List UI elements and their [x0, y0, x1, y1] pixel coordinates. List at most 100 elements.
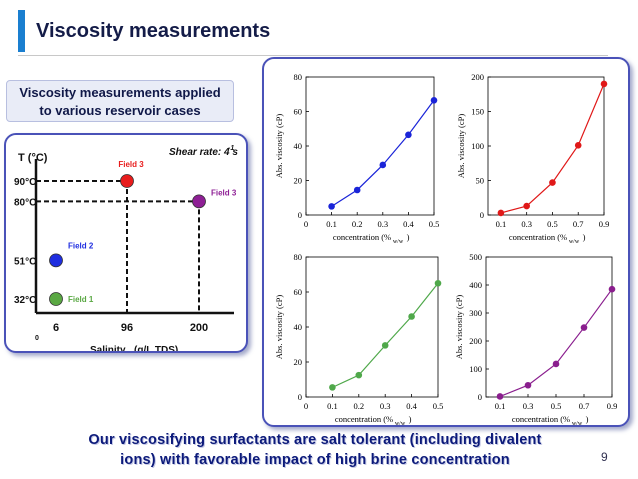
- y-tick-label: 200: [471, 72, 484, 82]
- field-marker: [49, 253, 63, 268]
- x-tick-label: 0.3: [521, 219, 532, 229]
- banner-line-1: Our viscosifying surfactants are salt to…: [88, 432, 542, 448]
- y-tick-label: 60: [294, 287, 303, 297]
- y-tick-label: 20: [294, 357, 303, 367]
- data-point: [379, 161, 387, 169]
- x-tick-label: 6: [53, 322, 59, 334]
- x-axis-label: concentration (%: [509, 232, 567, 242]
- x-tick-label: 0.3: [377, 219, 388, 229]
- x-tick-label: 0.9: [599, 219, 610, 229]
- field-marker: [120, 174, 134, 188]
- data-point: [430, 96, 438, 104]
- plot-frame: [305, 256, 439, 398]
- x-tick-label: 0.1: [496, 219, 507, 229]
- x-tick-label: 0: [304, 401, 308, 411]
- x-tick-label: 0.9: [607, 401, 618, 411]
- y-axis-label: T (°C): [18, 152, 48, 164]
- data-point: [552, 360, 560, 368]
- x-tick-label: 0.1: [495, 401, 506, 411]
- conclusion-banner: Our viscosifying surfactants are salt to…: [26, 430, 604, 470]
- y-tick-label: 20: [294, 176, 303, 186]
- x-axis-label-close: ): [583, 232, 586, 242]
- x-tick-label: 0.3: [523, 401, 534, 411]
- origin-label: 0: [35, 335, 39, 342]
- banner-line-2: ions) with favorable impact of high brin…: [120, 452, 510, 468]
- y-tick-label: 40: [294, 322, 303, 332]
- plot-frame: [305, 76, 435, 216]
- x-axis-label-close: ): [586, 414, 589, 424]
- y-tick-label: 0: [478, 392, 482, 402]
- x-axis-label-close: ): [407, 232, 410, 242]
- field-label: Field 2: [68, 241, 94, 250]
- x-axis-label: Salinity: [90, 345, 126, 351]
- slide-title: Viscosity measurements: [36, 20, 271, 42]
- field-conditions-diagram: T (°C) Shear rate: 4 s-1 0 Salinity (g/L TDS…: [14, 145, 238, 356]
- shear-rate-label: Shear rate: 4 s: [169, 147, 238, 158]
- field-marker: [49, 292, 63, 306]
- data-point: [355, 371, 363, 379]
- y-tick-label: 0: [298, 392, 302, 402]
- x-tick-label: 0.2: [352, 219, 363, 229]
- callout-box: Viscosity measurements applied to variou…: [6, 80, 234, 122]
- x-tick-label: 0.4: [406, 401, 417, 411]
- title-accent-bar: [18, 10, 25, 52]
- x-axis-label: concentration (%: [333, 232, 391, 242]
- plot-frame: [485, 256, 613, 398]
- callout-line-2: to various reservoir cases: [39, 103, 201, 118]
- y-tick-label: 50: [476, 176, 485, 186]
- y-tick-label: 400: [469, 280, 482, 290]
- data-point: [381, 342, 389, 349]
- data-point: [434, 279, 442, 287]
- y-tick-label: 80: [294, 72, 303, 82]
- data-point: [574, 142, 582, 149]
- x-axis-label-subscript: w/w: [572, 421, 583, 425]
- y-tick-label: 0: [298, 210, 302, 220]
- y-tick-label: 150: [471, 107, 484, 117]
- data-point: [408, 313, 415, 320]
- data-point: [600, 80, 608, 88]
- field-label: Field 3: [211, 188, 237, 197]
- x-axis-label-subscript: w/w: [395, 421, 406, 425]
- viscosity-chart-1: 0 0.1 0.2 0.3 0.4 0.5 0 20 40 60 80 concentration (…: [274, 72, 439, 245]
- x-tick-label: 0: [304, 219, 308, 229]
- shear-rate-exponent: -1: [228, 145, 234, 152]
- x-tick-label: 0.3: [380, 401, 391, 411]
- data-point: [524, 381, 532, 389]
- x-tick-label: 0.7: [573, 219, 584, 229]
- data-point: [328, 203, 335, 210]
- title-divider: [18, 55, 608, 56]
- x-axis-label-close: ): [409, 414, 412, 424]
- data-point: [353, 186, 361, 194]
- data-point: [580, 324, 588, 331]
- data-point: [405, 131, 412, 139]
- y-tick-label: 90°C: [14, 177, 36, 188]
- y-tick-label: 0: [480, 210, 484, 220]
- x-tick-label: 0.2: [353, 401, 364, 411]
- y-axis-label: Abs. viscosity (cP): [274, 114, 284, 179]
- x-tick-label: 0.5: [547, 219, 558, 229]
- x-tick-label: 0.5: [433, 401, 444, 411]
- field-label: Field 3: [118, 160, 144, 169]
- viscosity-chart-4: 0.1 0.3 0.5 0.7 0.9 0 100 200 300 400 500 concentra…: [454, 252, 618, 427]
- y-axis-label: Abs. viscosity (cP): [454, 295, 464, 360]
- plot-frame: [487, 76, 605, 216]
- y-tick-label: 32°C: [14, 295, 36, 306]
- data-point: [549, 179, 556, 186]
- x-tick-label: 0.1: [326, 219, 337, 229]
- x-tick-label: 200: [190, 322, 208, 334]
- x-axis-label: concentration (%: [335, 414, 393, 424]
- y-tick-label: 200: [469, 336, 482, 346]
- viscosity-chart-3: 0 0.1 0.2 0.3 0.4 0.5 0 20 40 60 80 concentration (…: [274, 252, 444, 427]
- viscosity-chart-2: 0.1 0.3 0.5 0.7 0.9 0 50 100 150 200 concentration…: [456, 72, 609, 245]
- y-tick-label: 500: [469, 252, 482, 262]
- x-tick-label: 0.7: [579, 401, 590, 411]
- field-label: Field 1: [68, 295, 94, 304]
- data-point: [608, 285, 616, 293]
- y-tick-label: 80°C: [14, 197, 36, 208]
- viscosity-charts: 0 0.1 0.2 0.3 0.4 0.5 0 20 40 60 80 concentration (…: [274, 72, 618, 427]
- page-number: 9: [601, 450, 608, 464]
- y-tick-label: 80: [294, 252, 303, 262]
- x-tick-label: 0.5: [429, 219, 440, 229]
- y-axis-label: Abs. viscosity (cP): [456, 114, 466, 179]
- y-tick-label: 40: [294, 141, 303, 151]
